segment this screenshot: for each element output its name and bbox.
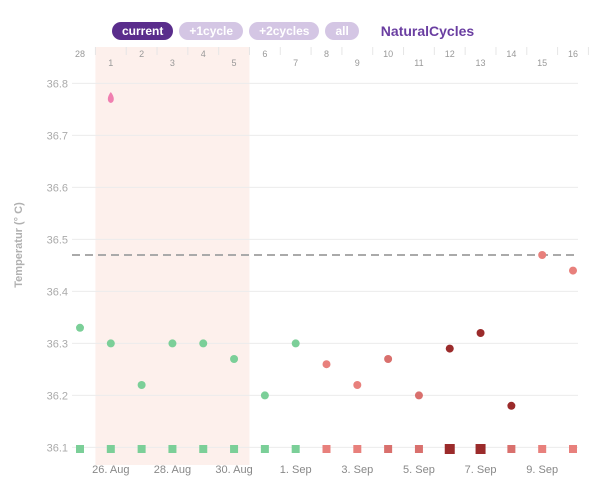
x-axis-label: 3. Sep	[341, 464, 373, 476]
day-status-marker[interactable]	[322, 445, 331, 453]
y-tick-label: 36.6	[47, 182, 68, 194]
temperature-point[interactable]	[322, 360, 331, 369]
tab-all[interactable]: all	[325, 22, 359, 40]
x-axis-label: 28. Aug	[154, 464, 191, 476]
temperature-point[interactable]	[230, 355, 239, 363]
cycle-day-number: 10	[383, 49, 393, 59]
day-status-marker[interactable]	[384, 445, 393, 453]
day-status-marker[interactable]	[444, 444, 455, 454]
day-status-marker[interactable]	[414, 445, 423, 453]
x-axis-label: 1. Sep	[280, 464, 312, 476]
cycle-day-number: 3	[170, 58, 175, 68]
day-status-marker[interactable]	[291, 445, 300, 453]
temperature-point[interactable]	[199, 339, 208, 348]
cycle-day-number: 13	[476, 58, 486, 68]
tab-plus-2-cycles[interactable]: +2cycles	[249, 22, 320, 40]
day-status-markers	[76, 444, 577, 454]
temperature-point[interactable]	[384, 355, 393, 363]
y-tick-label: 36.5	[47, 234, 68, 246]
temperature-points	[76, 92, 577, 410]
day-status-marker[interactable]	[538, 445, 547, 453]
period-drop-icon	[107, 92, 114, 103]
y-tick-label: 36.2	[47, 390, 68, 402]
y-axis-ticks: 36.1 36.2 36.3 36.4 36.5 36.6 36.7 36.8	[47, 78, 68, 454]
temperature-point[interactable]	[260, 391, 269, 400]
day-status-marker[interactable]	[230, 445, 239, 453]
day-status-marker[interactable]	[260, 445, 269, 453]
day-status-marker[interactable]	[199, 445, 208, 453]
y-tick-label: 36.4	[47, 286, 68, 298]
tab-current[interactable]: current	[112, 22, 174, 40]
temperature-point[interactable]	[538, 251, 547, 259]
y-tick-label: 36.3	[47, 338, 68, 350]
cycle-day-number: 2	[139, 49, 144, 59]
brand-title: NaturalCycles	[380, 23, 475, 39]
temperature-point[interactable]	[569, 266, 577, 275]
temperature-point[interactable]	[137, 381, 146, 389]
cycle-day-number: 9	[355, 58, 360, 68]
y-tick-label: 36.1	[47, 442, 68, 454]
temperature-point[interactable]	[106, 339, 115, 348]
day-status-marker[interactable]	[353, 445, 362, 453]
temperature-point[interactable]	[414, 391, 423, 400]
day-status-marker[interactable]	[475, 444, 486, 454]
cycle-tabs: current +1cycle +2cycles all NaturalCycl…	[112, 22, 474, 40]
temperature-point[interactable]	[507, 401, 516, 410]
day-status-marker[interactable]	[168, 445, 177, 453]
cycle-day-number: 5	[232, 58, 237, 68]
temperature-point[interactable]	[291, 339, 300, 348]
x-axis-label: 7. Sep	[465, 464, 497, 476]
x-axis-labels: 26. Aug 28. Aug 30. Aug 1. Sep 3. Sep 5. Sep 7…	[92, 464, 558, 476]
day-status-marker[interactable]	[507, 445, 516, 453]
temperature-point[interactable]	[445, 344, 454, 353]
x-axis-label: 9. Sep	[526, 464, 558, 476]
x-axis-label: 5. Sep	[403, 464, 435, 476]
day-status-marker[interactable]	[76, 445, 84, 453]
grid-lines	[72, 82, 578, 448]
cycle-day-number: 8	[324, 49, 329, 59]
day-status-marker[interactable]	[137, 445, 146, 453]
x-axis-label: 30. Aug	[215, 464, 252, 476]
cycle-day-number: 6	[262, 49, 267, 59]
day-status-marker[interactable]	[569, 445, 577, 453]
y-axis-title: Temperatur (° C)	[13, 202, 25, 288]
temperature-point[interactable]	[353, 381, 362, 389]
y-tick-label: 36.7	[47, 130, 68, 142]
temperature-point[interactable]	[168, 339, 177, 348]
tab-plus-1-cycle[interactable]: +1cycle	[179, 22, 244, 40]
temperature-point[interactable]	[76, 323, 84, 332]
temperature-point[interactable]	[476, 329, 485, 337]
cycle-day-number: 15	[537, 58, 547, 68]
cycle-day-number: 7	[293, 58, 298, 68]
cycle-day-number: 12	[445, 49, 455, 59]
y-tick-label: 36.8	[47, 78, 68, 90]
day-status-marker[interactable]	[106, 445, 115, 453]
x-axis-label: 26. Aug	[92, 464, 129, 476]
cycle-day-number: 28	[75, 49, 85, 59]
cycle-day-number: 11	[414, 58, 423, 68]
cycle-day-number: 16	[568, 49, 578, 59]
cycle-day-number: 14	[506, 49, 516, 59]
cycle-day-number: 1	[108, 58, 113, 68]
cycle-day-number: 4	[201, 49, 206, 59]
